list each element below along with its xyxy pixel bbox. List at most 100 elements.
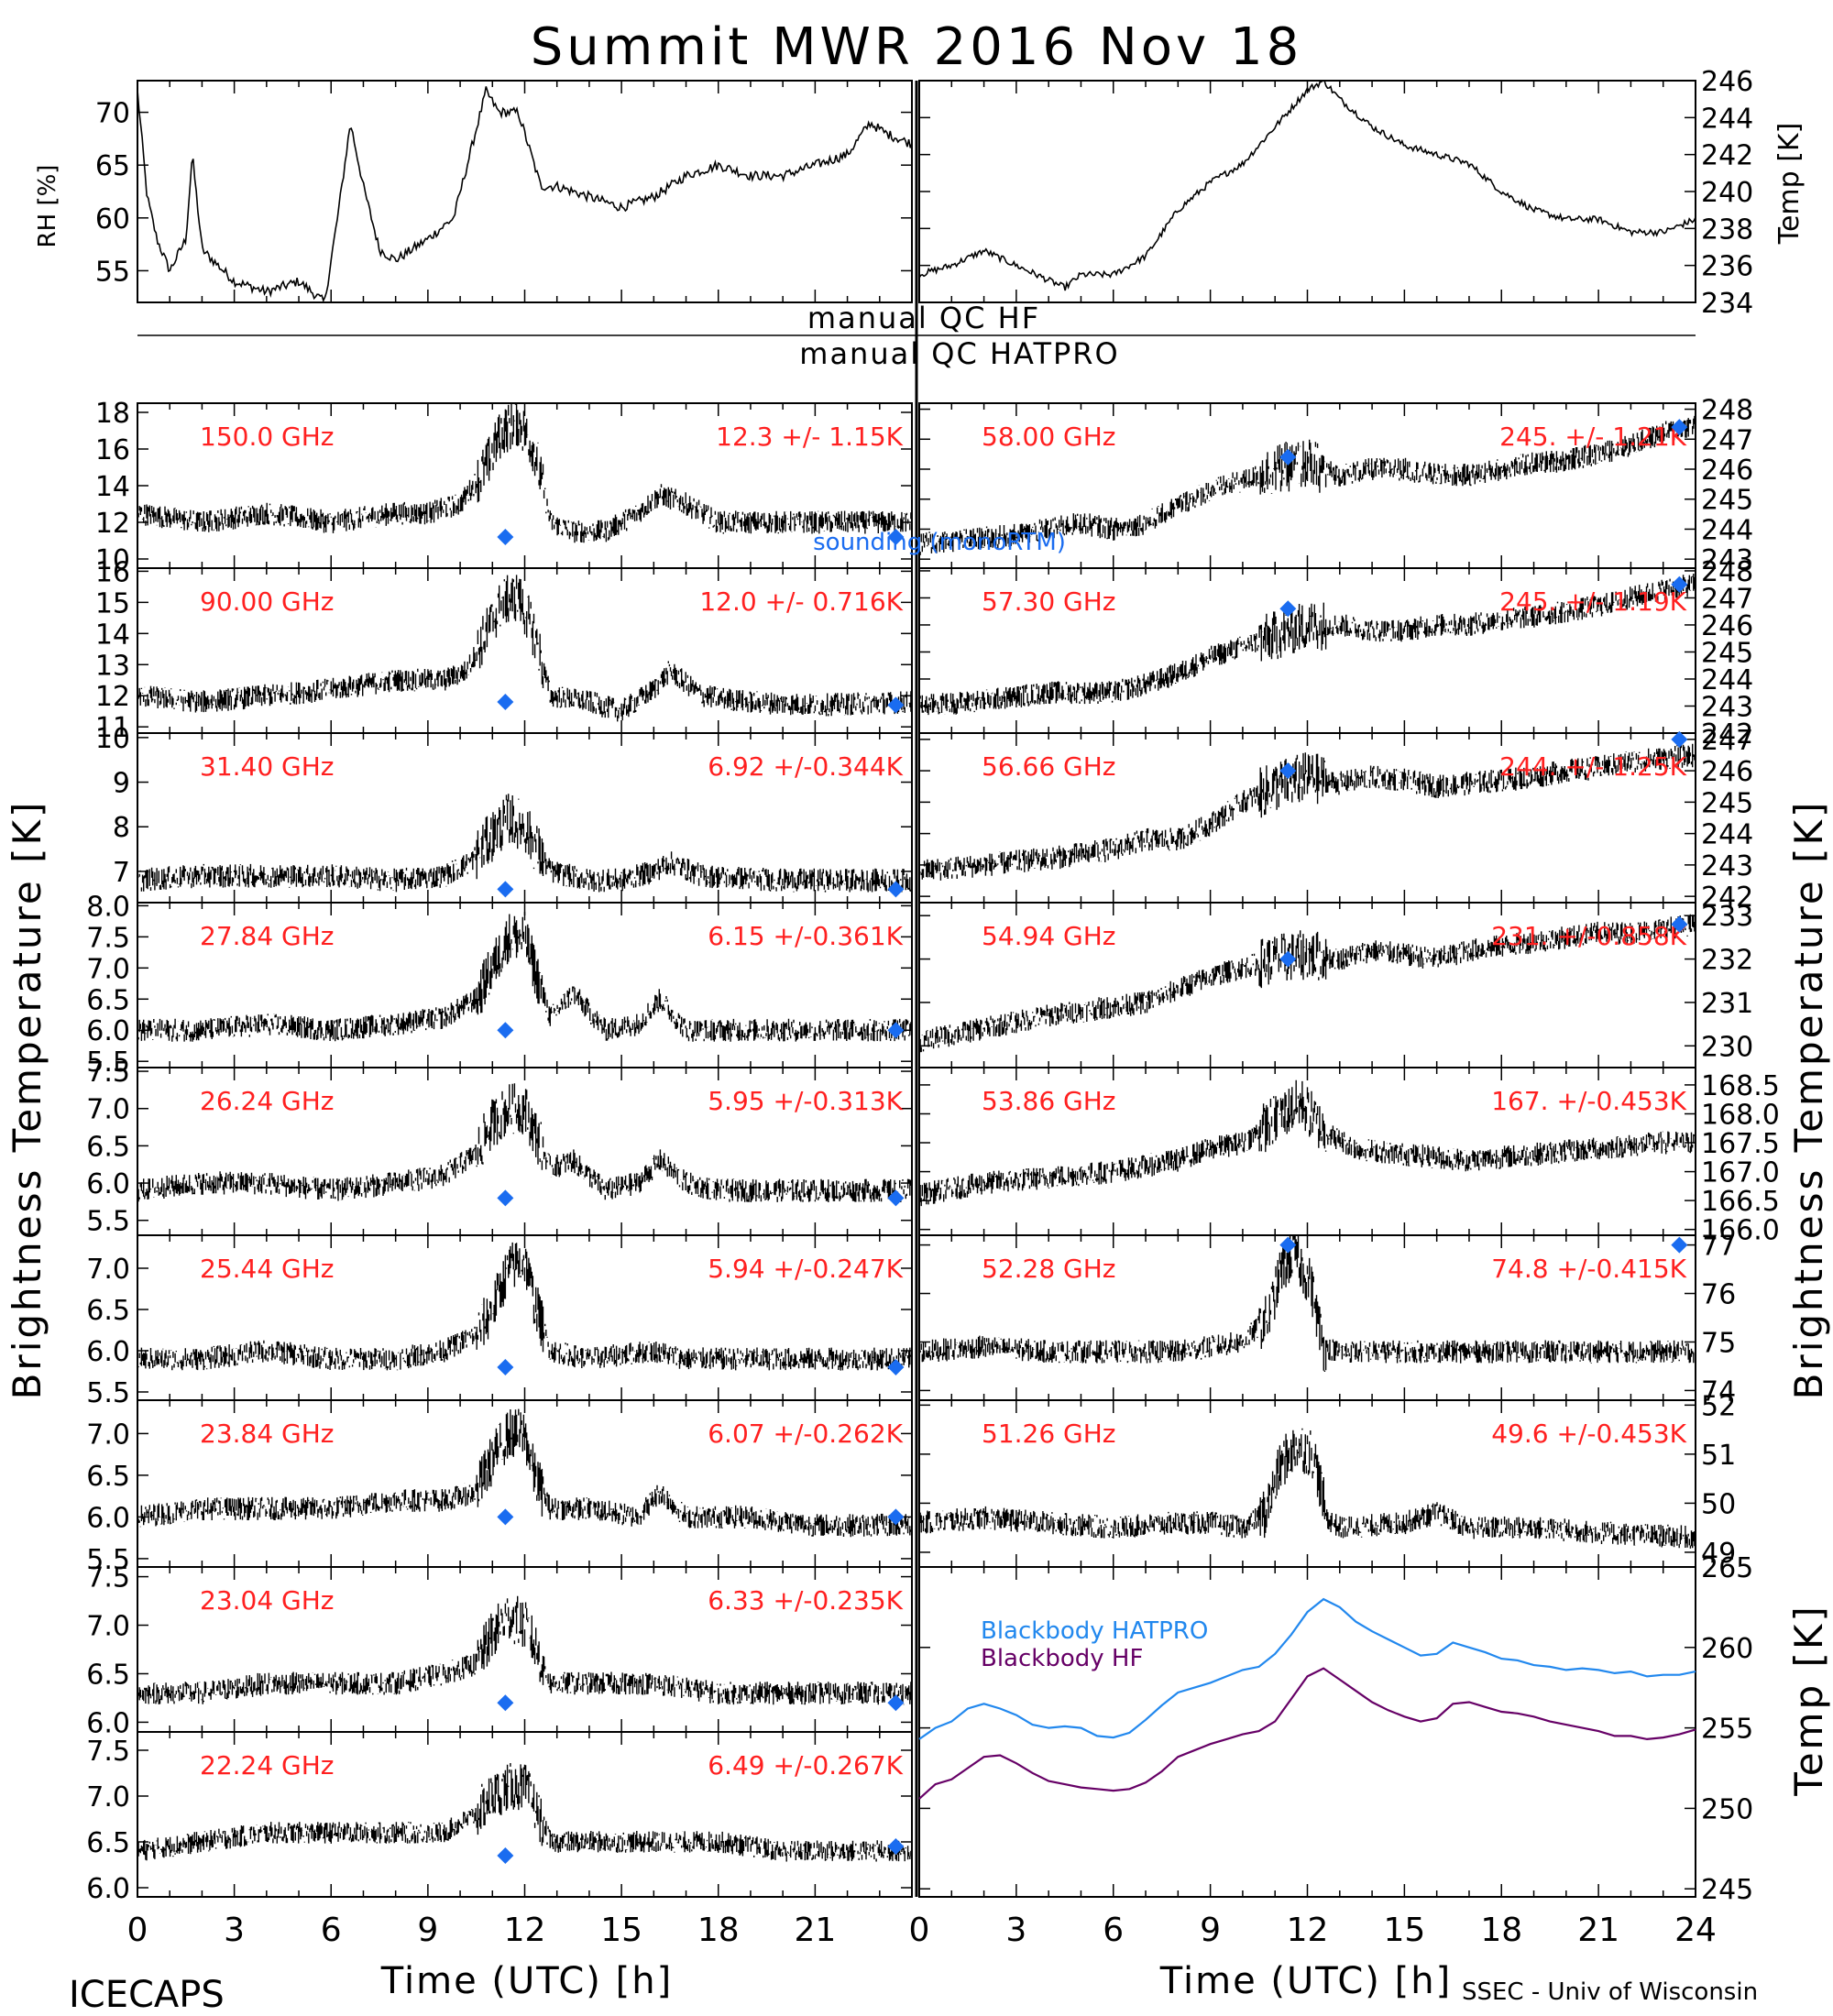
stat-label: 231. +/-0.858K bbox=[1491, 921, 1686, 951]
stat-label: 6.92 +/-0.344K bbox=[708, 751, 903, 782]
sounding-marker bbox=[887, 1189, 905, 1207]
y-tick-label: 248 bbox=[1701, 395, 1753, 427]
y-tick-label: 74 bbox=[1701, 1375, 1736, 1408]
y-tick-label: 7.0 bbox=[86, 1254, 130, 1286]
y-tick-label: 13 bbox=[95, 650, 130, 682]
footer-left: ICECAPS bbox=[69, 1974, 225, 2016]
right-ylabel: Brightness Temperature [K] bbox=[1786, 800, 1831, 1400]
panel-ch5494: 230 231 232 233 54.94 GHz 231. +/-0.858K bbox=[918, 901, 1753, 1068]
freq-label: 26.24 GHz bbox=[200, 1086, 335, 1116]
y-tick-label: 243 bbox=[1701, 691, 1753, 723]
y-tick-label: 76 bbox=[1701, 1279, 1736, 1311]
stat-label: 6.07 +/-0.262K bbox=[708, 1419, 903, 1449]
x-tick-label: 12 bbox=[1287, 1912, 1329, 1949]
y-tick-label: 49 bbox=[1701, 1538, 1736, 1570]
y-tick-label: 7.5 bbox=[86, 1562, 130, 1594]
y-tick-label: 255 bbox=[1701, 1714, 1753, 1746]
y-tick-label: 10 bbox=[95, 723, 130, 755]
legend-hatpro: Blackbody HATPRO bbox=[981, 1617, 1208, 1645]
y-tick-label: 65 bbox=[95, 150, 130, 182]
y-tick-label: 168.0 bbox=[1701, 1099, 1780, 1131]
stat-label: 244. +/- 1.25K bbox=[1499, 751, 1686, 782]
panel-ch2304: 6.0 6.5 7.0 7.5 23.04 GHz 6.33 +/-0.235K bbox=[86, 1562, 913, 1739]
figure-title: Summit MWR 2016 Nov 18 bbox=[531, 17, 1303, 77]
left-xlabel: Time (UTC) [h] bbox=[380, 1960, 673, 2002]
y-tick-label: 7 bbox=[113, 857, 130, 889]
y-tick-label: 245 bbox=[1701, 485, 1753, 517]
sounding-marker bbox=[1279, 448, 1297, 466]
sounding-marker bbox=[1671, 419, 1688, 436]
y-tick-label: 240 bbox=[1701, 177, 1753, 209]
panel-ch314: 7 8 9 10 31.40 GHz 6.92 +/-0.344K bbox=[95, 723, 913, 904]
freq-label: 53.86 GHz bbox=[982, 1086, 1116, 1116]
series-trace bbox=[918, 415, 1696, 555]
freq-label: 27.84 GHz bbox=[200, 921, 335, 951]
series-trace bbox=[918, 1079, 1696, 1207]
series-trace bbox=[137, 1242, 913, 1371]
y-tick-label: 12 bbox=[95, 681, 130, 713]
y-tick-label: 247 bbox=[1701, 583, 1753, 615]
y-tick-label: 232 bbox=[1701, 945, 1753, 977]
panel-ch5126: 49 50 51 52 51.26 GHz 49.6 +/-0.453K bbox=[918, 1390, 1736, 1570]
y-tick-label: 7.0 bbox=[86, 1419, 130, 1451]
y-tick-label: 244 bbox=[1701, 514, 1753, 546]
panel-rh: 55 60 65 70 bbox=[95, 80, 913, 303]
y-tick-label: 60 bbox=[95, 203, 130, 236]
y-tick-label: 75 bbox=[1701, 1327, 1736, 1359]
y-tick-label: 245 bbox=[1701, 637, 1753, 669]
y-tick-label: 242 bbox=[1701, 882, 1753, 914]
y-tick-label: 6.0 bbox=[86, 1707, 130, 1739]
y-tick-label: 260 bbox=[1701, 1633, 1753, 1665]
series-trace bbox=[137, 912, 913, 1042]
freq-label: 23.04 GHz bbox=[200, 1585, 335, 1616]
panel-ch5228: 74 75 76 77 52.28 GHz 74.8 +/-0.415K bbox=[918, 1231, 1736, 1408]
x-tick-label: 18 bbox=[697, 1912, 740, 1949]
blackbody-ylabel: Temp [K] bbox=[1786, 1604, 1831, 1797]
y-tick-label: 246 bbox=[1701, 66, 1753, 98]
y-tick-label: 11 bbox=[95, 712, 130, 744]
temp-line bbox=[918, 80, 1696, 291]
y-tick-label: 231 bbox=[1701, 988, 1753, 1020]
y-tick-label: 70 bbox=[95, 98, 130, 130]
stat-label: 12.3 +/- 1.15K bbox=[716, 422, 903, 452]
sounding-marker bbox=[497, 1847, 514, 1864]
sounding-marker bbox=[1279, 762, 1297, 780]
y-tick-label: 168.5 bbox=[1701, 1070, 1780, 1102]
y-tick-label: 7.5 bbox=[86, 922, 130, 954]
sounding-marker bbox=[497, 881, 514, 898]
panel-ch2624: 5.5 6.0 6.5 7.0 7.5 26.24 GHz 5.95 +/-0.313K bbox=[86, 1057, 913, 1238]
stat-label: 6.15 +/-0.361K bbox=[708, 921, 903, 951]
y-tick-label: 167.5 bbox=[1701, 1128, 1780, 1160]
y-tick-label: 236 bbox=[1701, 251, 1753, 283]
y-tick-label: 238 bbox=[1701, 214, 1753, 246]
sounding-marker bbox=[497, 694, 514, 711]
panel-ch2224: 6.0 6.5 7.0 7.5 22.24 GHz 6.49 +/-0.267K 0 3 6 9 1… bbox=[86, 1731, 913, 1949]
y-tick-label: 55 bbox=[95, 256, 130, 288]
y-tick-label: 51 bbox=[1701, 1440, 1736, 1472]
freq-label: 52.28 GHz bbox=[982, 1254, 1116, 1284]
y-tick-label: 14 bbox=[95, 619, 130, 651]
freq-label: 56.66 GHz bbox=[982, 751, 1116, 782]
sounding-marker bbox=[887, 1694, 905, 1712]
y-tick-label: 16 bbox=[95, 556, 130, 588]
sounding-marker bbox=[497, 1694, 514, 1712]
sounding-marker bbox=[1671, 575, 1688, 593]
y-tick-label: 6.5 bbox=[86, 1131, 130, 1163]
y-tick-label: 7.0 bbox=[86, 1611, 130, 1643]
x-tick-label: 9 bbox=[417, 1912, 438, 1949]
freq-label: 57.30 GHz bbox=[982, 586, 1116, 617]
y-tick-label: 242 bbox=[1701, 140, 1753, 172]
y-tick-label: 6.0 bbox=[86, 1873, 130, 1905]
stat-label: 12.0 +/- 0.716K bbox=[699, 586, 903, 617]
sounding-marker bbox=[497, 1359, 514, 1375]
y-tick-label: 242 bbox=[1701, 718, 1753, 751]
sounding-marker bbox=[1279, 1236, 1297, 1254]
sounding-label: sounding (monoRTM) bbox=[813, 529, 1066, 556]
y-tick-label: 244 bbox=[1701, 819, 1753, 851]
y-tick-label: 166.0 bbox=[1701, 1215, 1780, 1247]
y-tick-label: 16 bbox=[95, 434, 130, 466]
y-tick-label: 250 bbox=[1701, 1793, 1753, 1825]
x-tick-label: 24 bbox=[1674, 1912, 1717, 1949]
x-tick-label: 12 bbox=[504, 1912, 546, 1949]
